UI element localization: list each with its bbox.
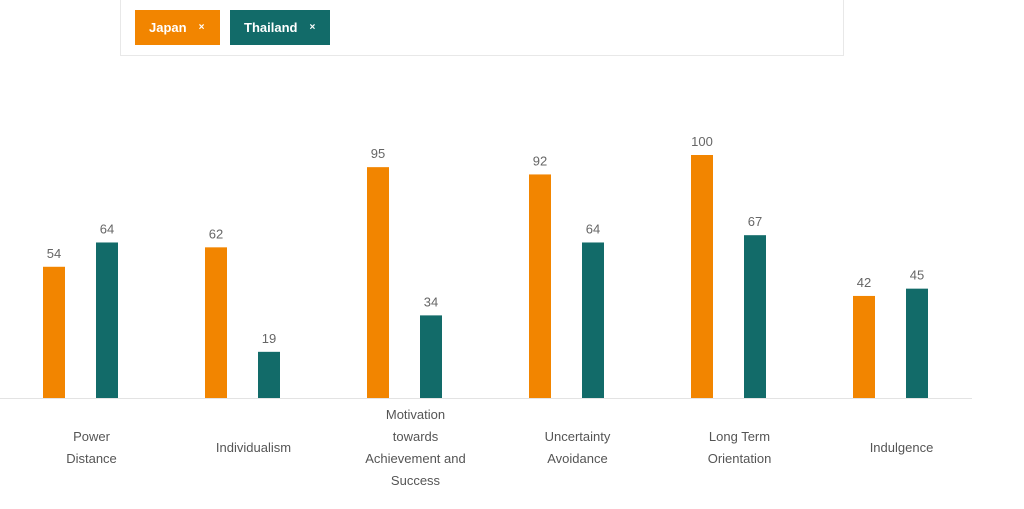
bar-value-label: 19	[262, 331, 276, 346]
country-chip-thailand[interactable]: Thailand ×	[230, 10, 330, 45]
category-label: Indulgence	[870, 440, 934, 455]
category-label: Power Distance	[66, 429, 117, 466]
category-label: Uncertainty Avoidance	[545, 429, 611, 466]
bar-japan-1[interactable]	[205, 247, 227, 398]
bar-thailand-5[interactable]	[906, 288, 928, 398]
bar-japan-0[interactable]	[43, 266, 65, 398]
bar-thailand-0[interactable]	[96, 242, 118, 398]
category-label: Individualism	[216, 440, 291, 455]
category-label-line: towards	[393, 429, 439, 444]
bar-value-label: 62	[209, 226, 223, 241]
bar-value-label: 95	[371, 146, 385, 161]
bar-value-label: 42	[857, 275, 871, 290]
remove-icon[interactable]: ×	[309, 22, 316, 33]
bar-value-label: 64	[586, 221, 600, 236]
category-label-line: Long Term	[709, 429, 770, 444]
category-label: Long Term Orientation	[708, 429, 772, 466]
bar-value-label: 45	[910, 268, 924, 283]
bar-value-label: 67	[748, 214, 762, 229]
category-label-line: Orientation	[708, 451, 772, 466]
chip-label: Thailand	[244, 20, 298, 35]
category-label-line: Avoidance	[547, 451, 607, 466]
category-label-line: Indulgence	[870, 440, 934, 455]
bar-thailand-4[interactable]	[744, 235, 766, 398]
bar-value-label: 64	[100, 221, 114, 236]
bar-value-label: 92	[533, 153, 547, 168]
category-label-line: Success	[391, 473, 441, 488]
bar-value-label: 100	[691, 134, 713, 149]
category-label-line: Uncertainty	[545, 429, 611, 444]
bar-value-label: 34	[424, 294, 438, 309]
bar-thailand-3[interactable]	[582, 242, 604, 398]
bar-thailand-2[interactable]	[420, 315, 442, 398]
bar-value-label: 54	[47, 246, 61, 261]
category-label-line: Motivation	[386, 407, 445, 422]
category-label-line: Achievement and	[365, 451, 465, 466]
category-label: Motivation towards Achievement and Success	[365, 407, 465, 488]
category-label-line: Power	[73, 429, 111, 444]
category-label-line: Distance	[66, 451, 117, 466]
bar-japan-2[interactable]	[367, 167, 389, 398]
bar-thailand-1[interactable]	[258, 351, 280, 398]
bar-japan-3[interactable]	[529, 174, 551, 398]
category-label-line: Individualism	[216, 440, 291, 455]
chip-label: Japan	[149, 20, 187, 35]
remove-icon[interactable]: ×	[198, 22, 205, 33]
country-chip-japan[interactable]: Japan ×	[135, 10, 220, 45]
bar-japan-5[interactable]	[853, 295, 875, 398]
bar-japan-4[interactable]	[691, 155, 713, 398]
